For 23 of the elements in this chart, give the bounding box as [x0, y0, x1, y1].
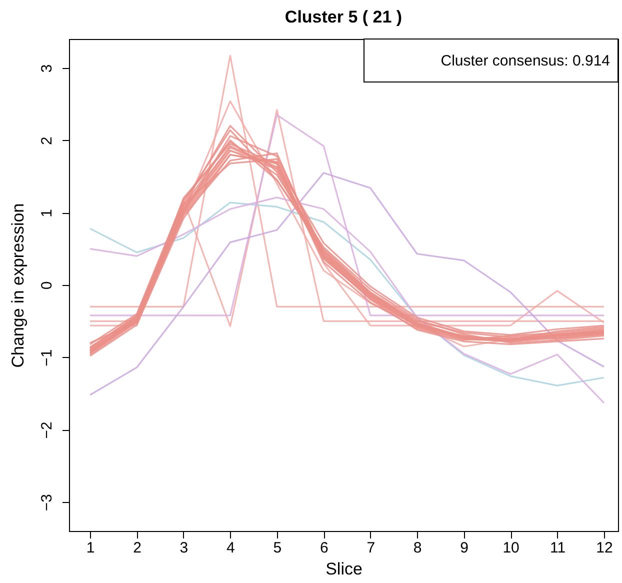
y-tick-label: 0 — [38, 281, 56, 290]
x-tick-label: 12 — [596, 540, 613, 556]
y-axis-title: Change in expression — [8, 203, 28, 368]
x-tick-label: 11 — [550, 540, 566, 556]
annotation: Cluster consensus: 0.914 — [440, 52, 610, 70]
y-tick-label: −3 — [38, 494, 56, 512]
y-tick-label: −2 — [38, 422, 56, 439]
x-tick-label: 4 — [226, 540, 235, 556]
chart-title: Cluster 5 ( 21 ) — [284, 8, 402, 26]
x-tick-label: 9 — [460, 540, 468, 556]
x-tick-label: 1 — [86, 540, 95, 556]
x-tick-label: 10 — [502, 540, 520, 556]
y-tick-label: 2 — [38, 136, 56, 145]
x-axis-title: Slice — [326, 560, 362, 578]
x-tick-label: 3 — [180, 540, 188, 556]
x-tick-label: 2 — [133, 540, 142, 556]
x-tick-label: 6 — [320, 540, 328, 556]
y-tick-label: −1 — [38, 349, 56, 366]
x-tick-label: 7 — [366, 540, 376, 556]
x-tick-label: 8 — [413, 540, 422, 556]
x-tick-label: 5 — [273, 540, 282, 556]
y-tick-label: 3 — [38, 64, 56, 73]
y-tick-label: 1 — [38, 208, 56, 218]
